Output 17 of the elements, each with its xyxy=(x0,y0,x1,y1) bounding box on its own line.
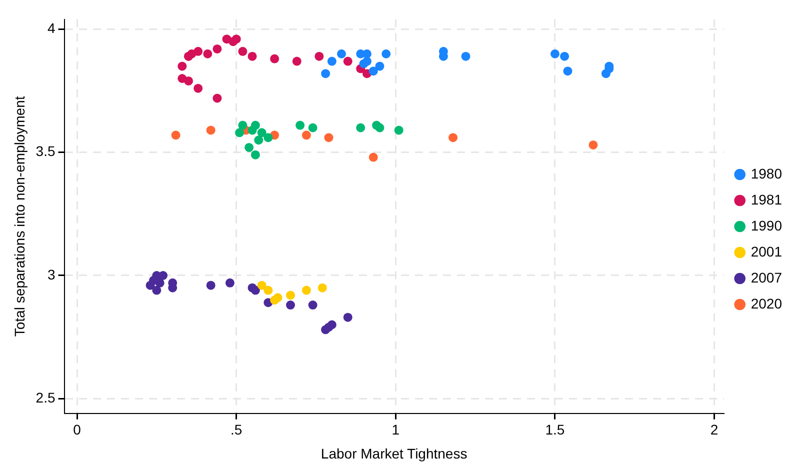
legend-label: 2001 xyxy=(750,243,782,260)
y-tick-label: 3 xyxy=(47,266,56,282)
y-tick-label: 2.5 xyxy=(36,389,56,406)
x-axis-title: Labor Market Tightness xyxy=(320,445,468,462)
legend-label: 1980 xyxy=(750,165,782,182)
y-axis-title: Total separations into non-employment xyxy=(11,96,28,337)
legend-label: 2007 xyxy=(750,269,782,286)
legend-label: 2020 xyxy=(750,295,782,312)
legend-label: 1990 xyxy=(750,217,782,234)
y-tick-label: 3.5 xyxy=(36,143,56,160)
x-tick-label: 0 xyxy=(73,422,82,438)
x-tick-label: .5 xyxy=(230,422,242,438)
y-tick-label: 4 xyxy=(47,20,56,36)
x-tick-label: 2 xyxy=(710,422,718,438)
legend-label: 1981 xyxy=(750,191,782,208)
x-tick-label: 1 xyxy=(392,422,400,438)
x-tick-label: 1.5 xyxy=(545,422,565,438)
